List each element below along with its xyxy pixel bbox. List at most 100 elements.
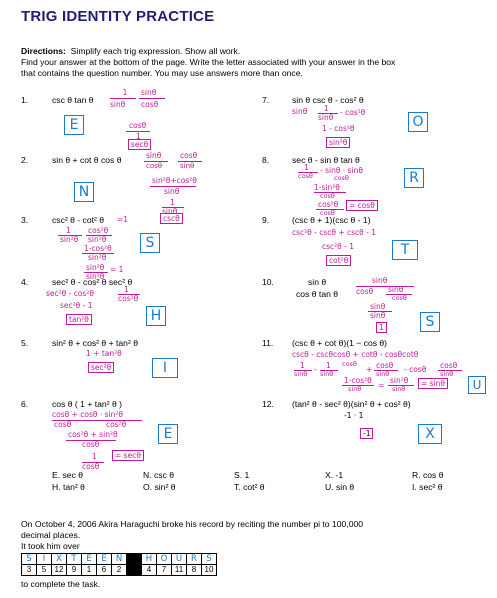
directions: Directions: Simplify each trig expressio… — [21, 46, 481, 79]
work-text: 1 — [92, 452, 97, 461]
decode-blank-cell — [126, 553, 142, 565]
fraction-bar — [126, 131, 150, 132]
answer-box[interactable]: E — [64, 115, 84, 135]
decode-number-cell: 11 — [171, 564, 187, 576]
problem-expression: sec² θ - cos² θ sec² θ — [52, 277, 133, 287]
answer-box[interactable]: E — [158, 424, 178, 444]
work-text: cos²θ — [88, 226, 109, 235]
work-text: sinθ — [162, 207, 178, 216]
work-text: sinθ — [392, 385, 406, 393]
problem-number: 1. — [21, 95, 29, 105]
work-text: -1 · 1 — [344, 411, 364, 420]
answer-box[interactable]: X — [418, 424, 442, 444]
work-text: sinθ — [110, 100, 126, 109]
problem-expression: csc² θ - cot² θ — [52, 215, 105, 225]
work-text: 1 — [324, 104, 329, 113]
work-text: 1 — [124, 285, 129, 294]
work-text: sinθ — [388, 285, 404, 294]
work-text: cos²θ — [118, 294, 139, 303]
problem-number: 7. — [262, 95, 270, 105]
fraction-bar — [144, 161, 168, 162]
answer-box[interactable]: S — [420, 312, 440, 332]
problem-number: 6. — [21, 399, 29, 409]
decode-letter-cell[interactable]: E — [81, 553, 97, 565]
work-text: 1-cos²θ — [84, 244, 112, 253]
fraction-bar — [82, 253, 114, 254]
answer-box[interactable]: R — [404, 168, 424, 188]
answer-box[interactable]: S — [140, 233, 160, 253]
work-text: sin²θ — [88, 235, 107, 244]
answer-choice: U. sin θ — [325, 482, 355, 492]
fraction-bar — [316, 209, 344, 210]
problem-number: 12. — [262, 399, 274, 409]
closing-line3: It took him over — [21, 541, 80, 551]
fraction-bar — [66, 440, 116, 441]
work-text: sin²θ — [88, 253, 107, 262]
work-text: cosθ — [82, 440, 100, 449]
boxed-result: 1 — [376, 322, 387, 333]
work-text: cosθ — [180, 151, 198, 160]
decode-letter-cell[interactable]: S — [21, 553, 37, 565]
work-text: sinθ — [318, 113, 334, 122]
decode-letter-cell[interactable]: T — [66, 553, 82, 565]
answer-box[interactable]: H — [146, 306, 166, 326]
work-text: 1 — [136, 132, 141, 141]
work-text: cosθ — [320, 209, 335, 217]
decode-letter-cell[interactable]: E — [96, 553, 112, 565]
work-text: 1 — [66, 226, 71, 235]
work-text: cos²θ + sin²θ — [68, 430, 118, 439]
work-text: cosθ — [298, 172, 313, 180]
decode-letter-cell[interactable]: S — [201, 553, 217, 565]
fraction-bar — [118, 294, 140, 295]
decode-letter-cell[interactable]: X — [51, 553, 67, 565]
work-text: sinθ — [370, 311, 386, 320]
problem-number: 10. — [262, 277, 274, 287]
work-text: sin²θ — [86, 272, 105, 281]
decode-letter-cell[interactable]: H — [141, 553, 157, 565]
problem-expression-denominator: cos θ tan θ — [296, 289, 339, 299]
fraction-bar — [356, 286, 414, 287]
problem-expression: (tan² θ - sec² θ)(sin² θ + cos² θ) — [292, 399, 411, 409]
answer-box[interactable]: O — [408, 112, 428, 132]
work-text: cosθ — [440, 361, 458, 370]
problem-expression: (csc θ + 1)(csc θ - 1) — [292, 215, 371, 225]
decode-blank-cell — [126, 564, 142, 576]
decode-table: S I X T E E N H O U R S 3 5 12 9 1 6 2 4… — [21, 553, 217, 576]
work-text: sinθ — [348, 385, 362, 393]
decode-letter-cell[interactable]: U — [171, 553, 187, 565]
decode-letter-cell[interactable]: R — [186, 553, 202, 565]
decode-letter-cell[interactable]: N — [111, 553, 127, 565]
decode-letter-cell[interactable]: O — [156, 553, 172, 565]
decode-number-cell: 6 — [96, 564, 112, 576]
boxed-result: cot²θ — [326, 255, 352, 266]
work-text: cosθ — [392, 294, 407, 302]
work-text: sinθ — [376, 370, 390, 378]
work-text: cosθ — [376, 361, 394, 370]
boxed-result: = sinθ — [418, 378, 449, 389]
answer-box[interactable]: N — [74, 182, 94, 202]
work-text: sinθ — [164, 187, 180, 196]
answer-box[interactable]: T — [392, 240, 418, 260]
fraction-bar — [150, 186, 196, 187]
work-text: = 1 — [110, 265, 124, 274]
work-text: 1-cos²θ — [344, 376, 372, 385]
problem-expression: sec θ - sin θ tan θ — [292, 155, 360, 165]
fraction-bar — [58, 235, 82, 236]
work-text: - — [314, 365, 317, 374]
work-text: sinθ — [440, 370, 454, 378]
work-text: sin²θ — [86, 263, 105, 272]
work-text: sinθ — [146, 151, 162, 160]
answer-box[interactable]: I — [152, 358, 178, 378]
decode-letters-row: S I X T E E N H O U R S — [21, 553, 217, 565]
decode-letter-cell[interactable]: I — [36, 553, 52, 565]
work-text: sinθ — [294, 370, 308, 378]
fraction-bar — [110, 98, 136, 99]
work-text: sinθ — [370, 302, 386, 311]
answer-choice: T. cot² θ — [234, 482, 265, 492]
fraction-bar — [386, 294, 412, 295]
boxed-result: secθ — [128, 139, 152, 150]
answer-box[interactable]: U — [468, 376, 486, 394]
fraction-bar — [178, 161, 202, 162]
work-text: = — [378, 381, 385, 390]
problem-number: 11. — [262, 338, 274, 348]
